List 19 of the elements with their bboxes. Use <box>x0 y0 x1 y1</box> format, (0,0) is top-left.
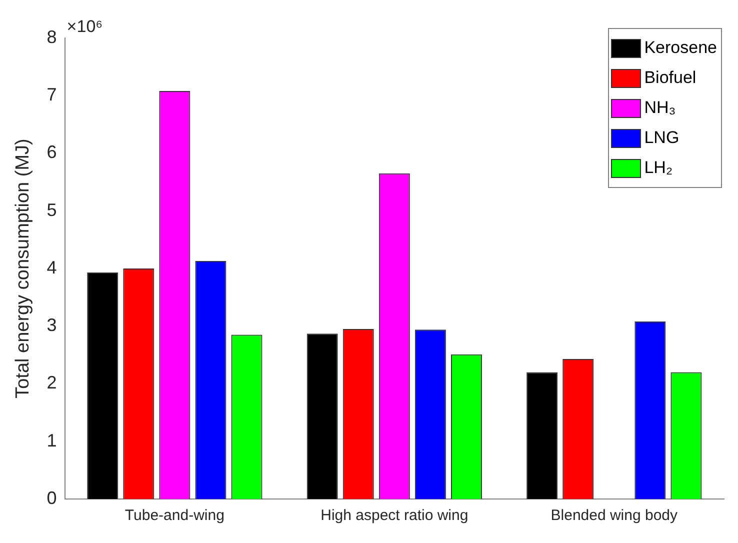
y-tick-label: 8 <box>46 26 57 47</box>
y-tick-label: 3 <box>46 315 57 336</box>
y-tick-label: 7 <box>46 84 57 105</box>
y-tick-label: 1 <box>46 430 57 450</box>
x-tick-label: Blended wing body <box>550 507 678 524</box>
legend-label: LH₂ <box>644 158 673 178</box>
y-tick-label: 4 <box>46 257 57 278</box>
legend-label: LNG <box>644 128 680 148</box>
y-tick-label: 5 <box>46 200 57 220</box>
legend-label: Kerosene <box>644 38 717 58</box>
y-tick-label: 2 <box>46 372 57 393</box>
x-tick-label: Tube-and-wing <box>124 507 224 524</box>
y-tick-label: 0 <box>46 488 57 508</box>
legend-label: NH₃ <box>644 98 676 118</box>
legend-label: Biofuel <box>644 68 696 88</box>
text: ×10⁶ <box>66 17 103 36</box>
x-tick-label: High aspect ratio wing <box>320 507 468 524</box>
y-tick-label: 6 <box>46 142 57 162</box>
y-axis-title: Total energy consumption (MJ) <box>12 138 34 398</box>
